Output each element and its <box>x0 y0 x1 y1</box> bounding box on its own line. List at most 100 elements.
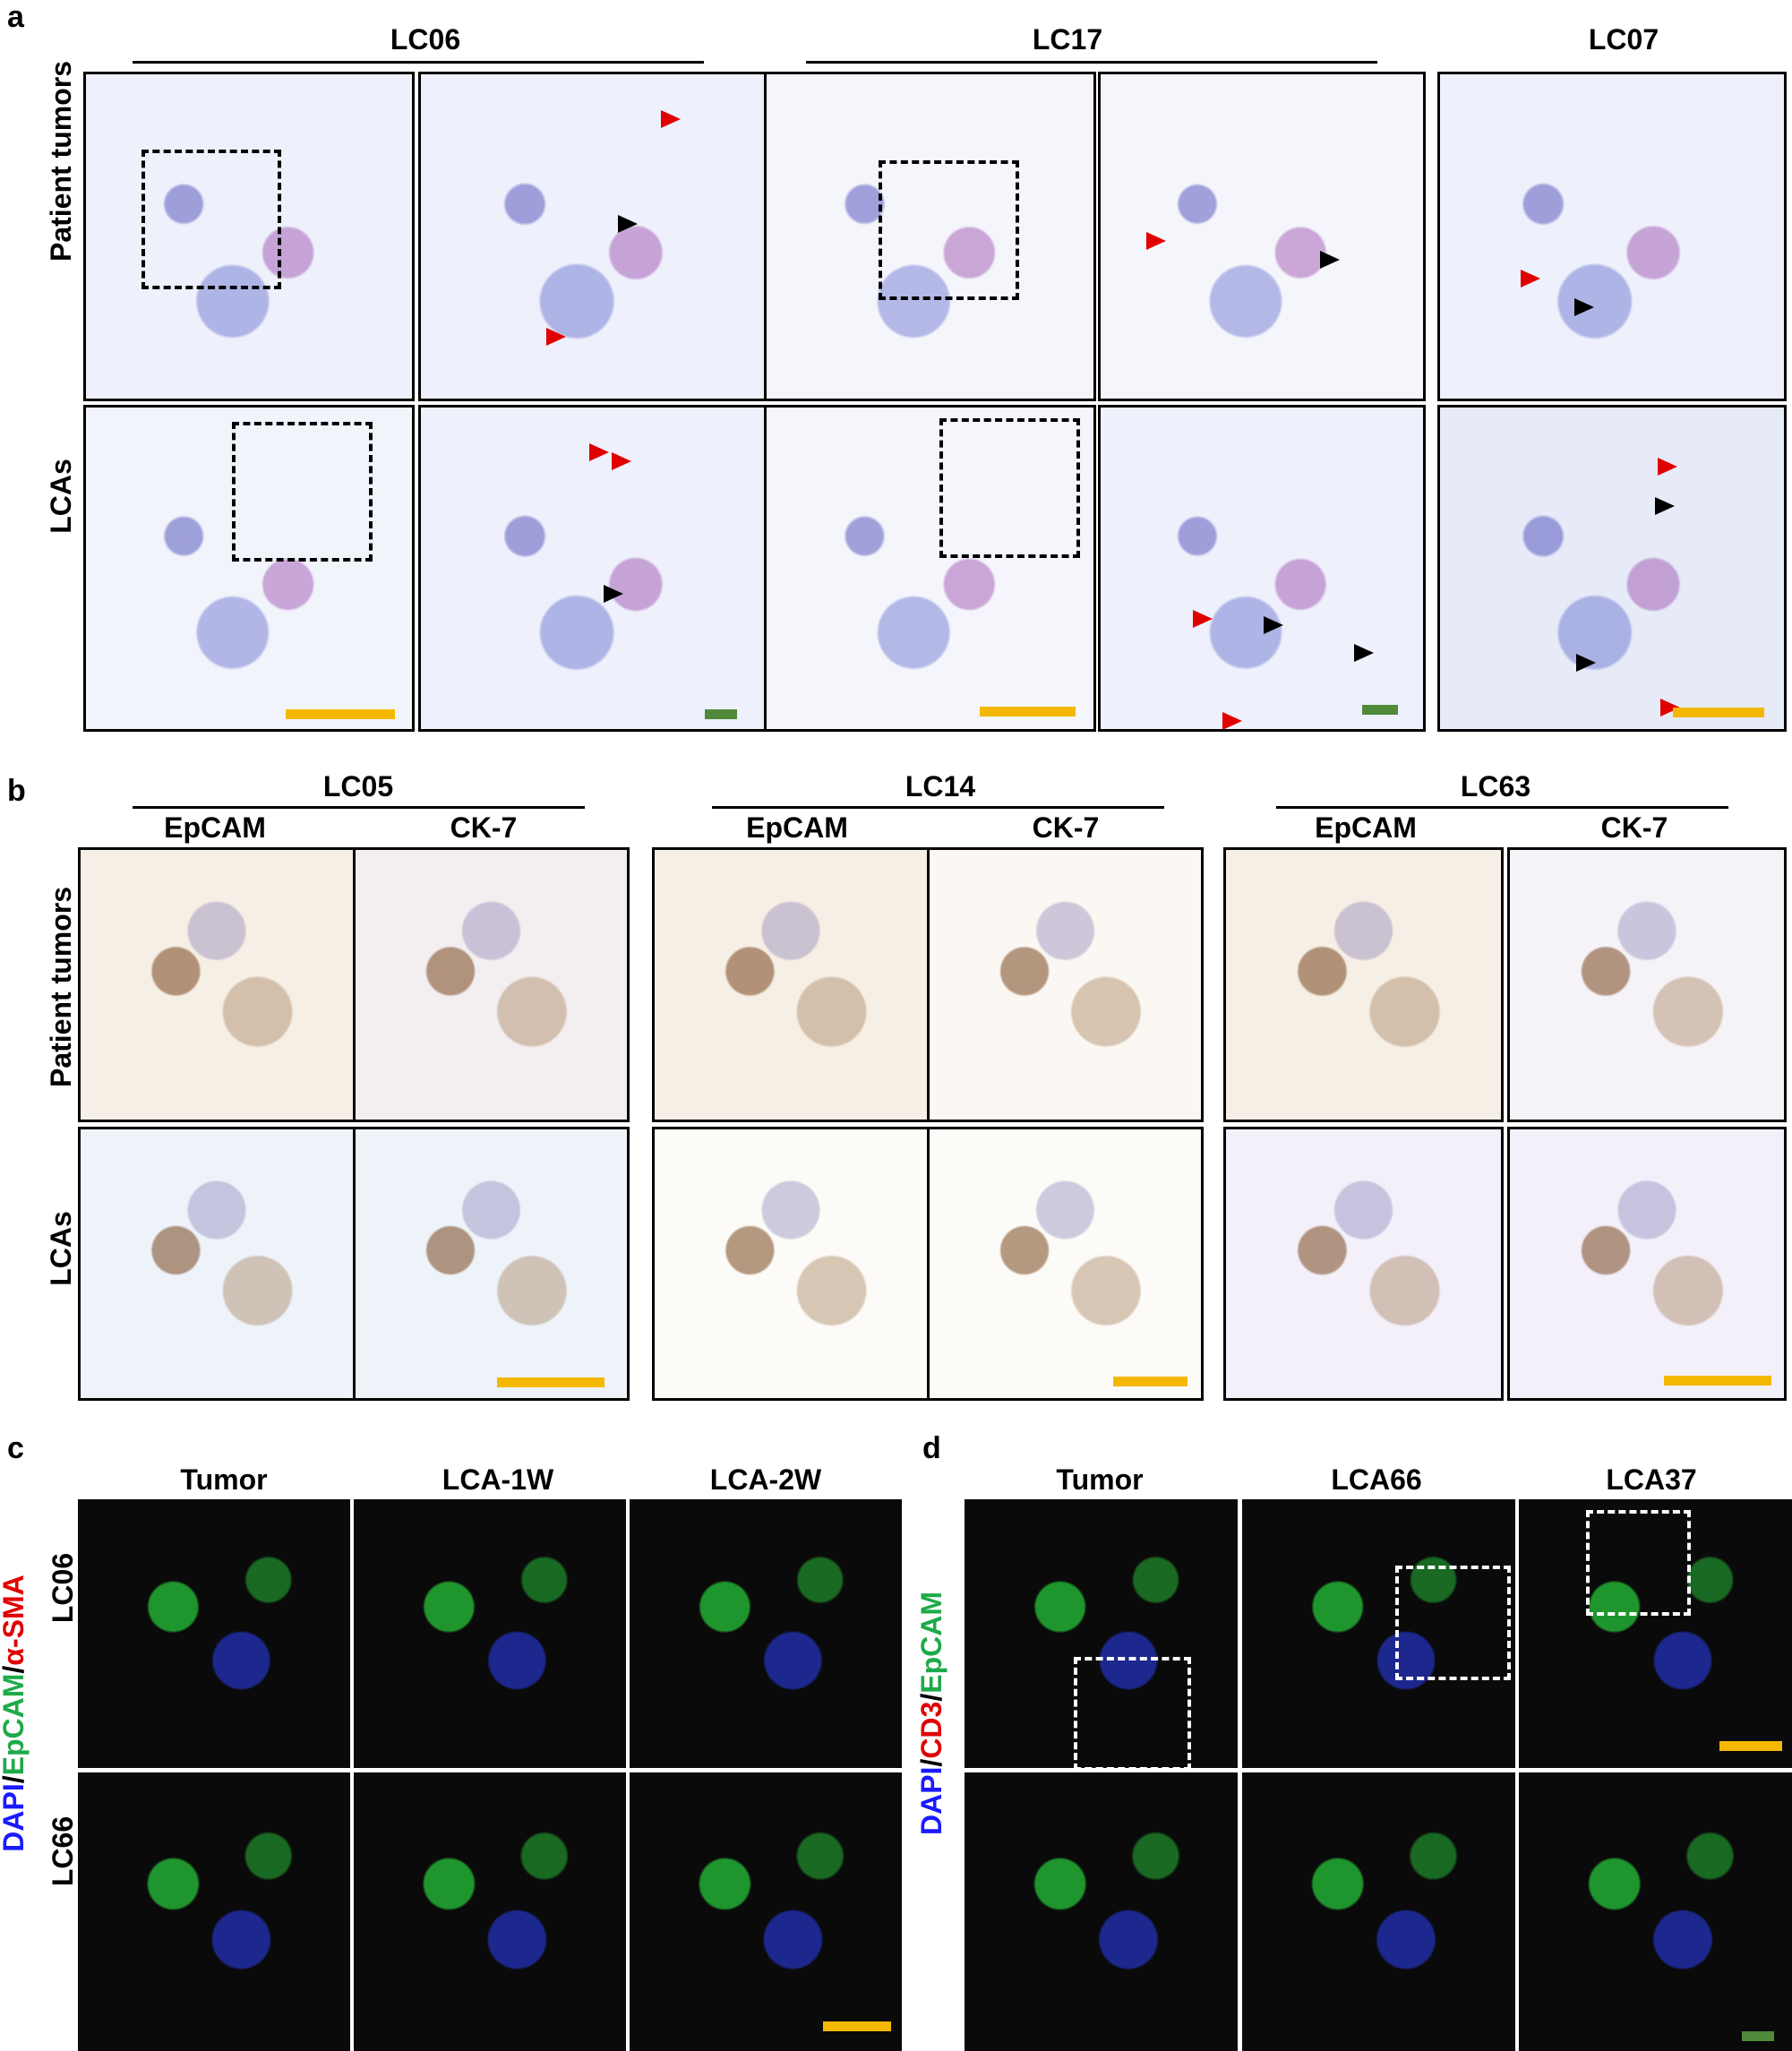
inset-box <box>879 160 1019 300</box>
column-label-lca-2w: LCA-2W <box>709 1463 822 1496</box>
stain-label-ck7-lc05: CK-7 <box>450 811 518 844</box>
micrograph-b-lc14-ck7-lca <box>927 1127 1204 1401</box>
row-label-lcas-a: LCAs <box>45 459 77 534</box>
black-arrow <box>1574 298 1594 316</box>
scale-bar <box>1113 1377 1188 1386</box>
micrograph-a-lc17-lca <box>764 405 1096 732</box>
red-arrow <box>1222 712 1242 729</box>
red-arrow <box>1146 232 1166 250</box>
red-arrow <box>1521 270 1540 287</box>
column-label-lca-1w: LCA-1W <box>442 1463 554 1496</box>
micrograph-a-lc17-lca-zoom <box>1098 405 1426 732</box>
micrograph-b-lc63-ck7-tumor <box>1507 847 1787 1122</box>
inset-box <box>1074 1657 1191 1768</box>
panel-label-a: a <box>7 0 24 34</box>
scale-bar <box>823 2021 891 2031</box>
red-arrow <box>612 452 631 470</box>
group-line-lc17 <box>806 61 1377 64</box>
black-arrow <box>604 585 623 603</box>
row-label-lc66-c: LC66 <box>47 1815 79 1887</box>
cd3-label: CD3 <box>915 1701 947 1759</box>
red-arrow <box>589 443 609 461</box>
fluorescence-d-tumor <box>965 1499 1238 1768</box>
black-arrow <box>618 215 638 233</box>
slash: / <box>915 1693 947 1702</box>
inset-box <box>939 418 1080 558</box>
column-label-lca37: LCA37 <box>1606 1463 1697 1496</box>
fluorescence-c-lc06-lca-2w <box>630 1499 902 1768</box>
micrograph-b-lc63-epcam-tumor <box>1223 847 1504 1122</box>
group-line-lc63 <box>1276 806 1728 809</box>
row-label-patient-tumors-b: Patient tumors <box>45 886 77 1088</box>
row-label-patient-tumors-a: Patient tumors <box>45 60 77 262</box>
inset-box <box>232 422 373 562</box>
fluorescence-c-lc06-tumor <box>78 1499 350 1768</box>
micrograph-a-lc17-tumor-zoom <box>1098 72 1426 401</box>
slash: / <box>0 1665 30 1674</box>
group-line-lc14 <box>712 806 1164 809</box>
epcam-label: EpCAM <box>915 1592 947 1694</box>
channel-label-d: DAPI/CD3/EpCAM <box>915 1543 947 1884</box>
fluorescence-d-lca37 <box>1519 1499 1792 1768</box>
scale-bar <box>1362 705 1398 715</box>
group-line-lc05 <box>133 806 585 809</box>
scale-bar <box>1673 708 1764 717</box>
panel-label-b: b <box>7 774 26 808</box>
stain-label-epcam-lc63: EpCAM <box>1315 811 1417 844</box>
column-label-lca66: LCA66 <box>1331 1463 1422 1496</box>
scale-bar <box>980 707 1076 717</box>
micrograph-b-lc05-epcam-tumor <box>78 847 356 1122</box>
red-arrow <box>661 110 681 128</box>
scale-bar <box>1664 1376 1771 1386</box>
micrograph-a-lc07-tumor <box>1437 72 1787 401</box>
inset-box <box>1586 1510 1691 1616</box>
fluorescence-d-lca66-zoom <box>1242 1772 1515 2051</box>
scale-bar <box>1742 2031 1774 2041</box>
stain-label-ck7-lc63: CK-7 <box>1600 811 1668 844</box>
fluorescence-d-tumor-zoom <box>965 1772 1238 2051</box>
dapi-label: DAPI <box>0 1783 30 1852</box>
group-line-lc06 <box>133 61 704 64</box>
group-label-lc14: LC14 <box>905 770 976 802</box>
micrograph-a-lc06-tumor-zoom <box>418 72 770 401</box>
row-label-lc06-c: LC06 <box>47 1552 79 1624</box>
group-label-lc06: LC06 <box>390 23 461 56</box>
fluorescence-c-lc66-tumor <box>78 1772 350 2051</box>
epcam-label: EpCAM <box>0 1673 30 1776</box>
panel-label-c: c <box>7 1431 24 1465</box>
channel-label-c: DAPI/EpCAM/α-SMA <box>0 1543 30 1884</box>
micrograph-a-lc17-tumor <box>764 72 1096 401</box>
stain-label-epcam-lc05: EpCAM <box>164 811 266 844</box>
fluorescence-d-lca37-zoom <box>1519 1772 1792 2051</box>
micrograph-a-lc06-lca-zoom <box>418 405 770 732</box>
dapi-label: DAPI <box>915 1766 947 1836</box>
fluorescence-c-lc66-lca-1w <box>354 1772 626 2051</box>
slash: / <box>0 1775 30 1784</box>
micrograph-b-lc14-epcam-tumor <box>652 847 930 1122</box>
micrograph-a-lc07-lca <box>1437 405 1787 732</box>
inset-box <box>1395 1566 1511 1680</box>
red-arrow <box>1193 610 1213 628</box>
group-label-lc05: LC05 <box>322 770 394 802</box>
row-label-lcas-b: LCAs <box>45 1211 77 1286</box>
micrograph-b-lc14-ck7-tumor <box>927 847 1204 1122</box>
stain-label-epcam-lc14: EpCAM <box>746 811 848 844</box>
group-label-lc63: LC63 <box>1460 770 1531 802</box>
micrograph-b-lc05-epcam-lca <box>78 1127 356 1401</box>
red-arrow <box>1658 458 1677 476</box>
scale-bar <box>286 709 395 719</box>
micrograph-b-lc05-ck7-tumor <box>353 847 630 1122</box>
micrograph-b-lc14-epcam-lca <box>652 1127 930 1401</box>
micrograph-a-lc06-lca <box>83 405 415 732</box>
fluorescence-c-lc66-lca-2w <box>630 1772 902 2051</box>
scale-bar <box>497 1377 604 1387</box>
column-label-tumor-d: Tumor <box>1056 1463 1144 1496</box>
stain-label-ck7-lc14: CK-7 <box>1032 811 1100 844</box>
slash: / <box>915 1758 947 1767</box>
fluorescence-c-lc06-lca-1w <box>354 1499 626 1768</box>
column-label-tumor-c: Tumor <box>180 1463 268 1496</box>
panel-label-d: d <box>922 1431 941 1465</box>
red-arrow <box>546 328 566 346</box>
black-arrow <box>1354 644 1374 662</box>
black-arrow <box>1655 497 1675 515</box>
